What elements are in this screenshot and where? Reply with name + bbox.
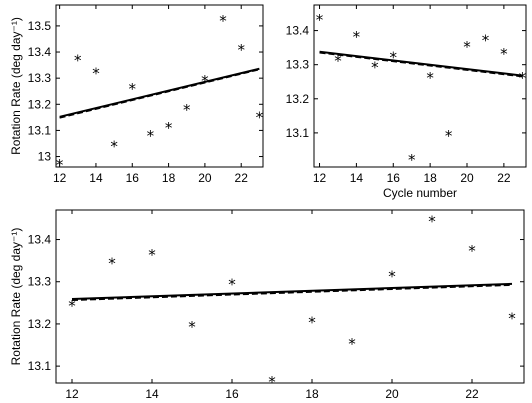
x-tick-label: 12 xyxy=(65,387,79,401)
x-tick-label: 18 xyxy=(305,387,319,401)
data-point: * xyxy=(316,11,324,29)
data-point: * xyxy=(308,314,316,332)
data-point: * xyxy=(428,212,436,230)
data-point: * xyxy=(482,31,490,49)
panel-top-left: 12 14 16 18 20 22 13 13.1 13.2 13.3 13.4 13.5 * * * * * *… xyxy=(9,4,264,185)
y-tick-label: 13.3 xyxy=(286,58,310,72)
data-point: * xyxy=(228,276,236,294)
y-tick-label: 13.4 xyxy=(28,233,52,247)
y-tick-label: 13.3 xyxy=(28,275,52,289)
data-point: * xyxy=(68,297,76,315)
y-tick-label: 13.4 xyxy=(28,45,52,59)
y-tick-label: 13.3 xyxy=(28,71,52,85)
data-point: * xyxy=(508,309,516,327)
y-tick-label: 13.2 xyxy=(286,92,310,106)
x-tick-label: 20 xyxy=(198,171,212,185)
data-point: * xyxy=(92,64,100,82)
data-point: * xyxy=(353,28,361,46)
y-axis-label: Rotation Rate (deg day⁻¹) xyxy=(9,228,23,366)
axes-box xyxy=(55,209,525,384)
data-point: * xyxy=(500,45,508,63)
y-tick-label: 13.4 xyxy=(286,24,310,38)
y-tick-label: 13.5 xyxy=(28,19,52,33)
data-point: * xyxy=(256,109,264,127)
data-point: * xyxy=(165,119,173,137)
panel-bottom: 12 14 16 18 20 22 13.1 13.2 13.3 13.4 * * * * * * * * * * * *… xyxy=(9,209,525,403)
x-tick-label: 16 xyxy=(387,171,401,185)
data-point: * xyxy=(148,246,156,264)
data-point: * xyxy=(183,101,191,119)
data-point: * xyxy=(468,242,476,260)
x-tick-label: 22 xyxy=(465,387,479,401)
x-tick-label: 12 xyxy=(53,171,67,185)
fit-line-dashed xyxy=(71,284,513,302)
x-tick-label: 20 xyxy=(460,171,474,185)
x-tick-label: 12 xyxy=(313,171,327,185)
x-tick-label: 22 xyxy=(497,171,511,185)
data-point: * xyxy=(408,151,416,169)
fit-line-solid xyxy=(59,67,260,118)
x-axis-label: Cycle number xyxy=(383,186,457,200)
x-tick-label: 22 xyxy=(235,171,249,185)
data-point: * xyxy=(129,80,137,98)
data-point: * xyxy=(237,41,245,59)
y-tick-label: 13.1 xyxy=(28,359,52,373)
axes-box xyxy=(55,4,264,168)
x-tick-label: 14 xyxy=(145,387,159,401)
data-point: * xyxy=(147,127,155,145)
data-point: * xyxy=(201,72,209,90)
fit-line-solid xyxy=(319,50,523,77)
y-tick-label: 13.2 xyxy=(28,317,52,331)
x-tick-label: 20 xyxy=(385,387,399,401)
data-point: * xyxy=(463,38,471,56)
x-tick-label: 18 xyxy=(423,171,437,185)
data-point: * xyxy=(426,69,434,87)
y-tick-label: 13.2 xyxy=(28,97,52,111)
y-tick-label: 13 xyxy=(38,150,52,164)
data-point: * xyxy=(445,127,453,145)
data-point: * xyxy=(56,156,64,174)
y-axis-label: Rotation Rate (deg day⁻¹) xyxy=(9,17,23,155)
x-tick-label: 18 xyxy=(162,171,176,185)
data-point: * xyxy=(188,318,196,336)
data-point: * xyxy=(390,48,398,66)
x-tick-label: 16 xyxy=(126,171,140,185)
x-tick-label: 14 xyxy=(350,171,364,185)
fit-line-dashed xyxy=(59,68,260,119)
fit-line-dashed xyxy=(319,52,523,78)
panel-top-right: 12 14 16 18 20 22 13.1 13.2 13.3 13.4 * * * * * * * * * * * *… xyxy=(286,4,527,200)
y-tick-label: 13.1 xyxy=(286,126,310,140)
data-point: * xyxy=(371,59,379,77)
axes-box xyxy=(313,4,527,168)
data-point: * xyxy=(110,137,118,155)
y-tick-label: 13.1 xyxy=(28,123,52,137)
fit-line-solid xyxy=(71,282,513,301)
data-point: * xyxy=(348,335,356,353)
data-point: * xyxy=(519,69,527,87)
data-point: * xyxy=(388,267,396,285)
data-point: * xyxy=(74,51,82,69)
data-point: * xyxy=(219,12,227,30)
data-point: * xyxy=(108,255,116,273)
data-point: * xyxy=(268,373,276,391)
data-point: * xyxy=(334,52,342,70)
x-tick-label: 16 xyxy=(225,387,239,401)
x-tick-label: 14 xyxy=(89,171,103,185)
